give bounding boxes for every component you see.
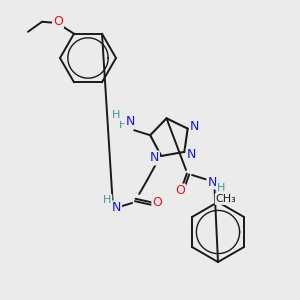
Text: O: O — [53, 15, 63, 28]
Text: H: H — [217, 183, 225, 193]
Text: H: H — [112, 110, 120, 120]
Text: N: N — [149, 152, 159, 164]
Text: O: O — [152, 196, 162, 209]
Text: N: N — [207, 176, 217, 188]
Text: H: H — [103, 195, 111, 205]
Text: N: N — [187, 148, 196, 161]
Text: H: H — [119, 120, 128, 130]
Text: N: N — [190, 120, 199, 133]
Text: N: N — [125, 115, 135, 128]
Text: CH₃: CH₃ — [216, 194, 236, 204]
Text: O: O — [175, 184, 185, 197]
Text: N: N — [112, 202, 121, 214]
